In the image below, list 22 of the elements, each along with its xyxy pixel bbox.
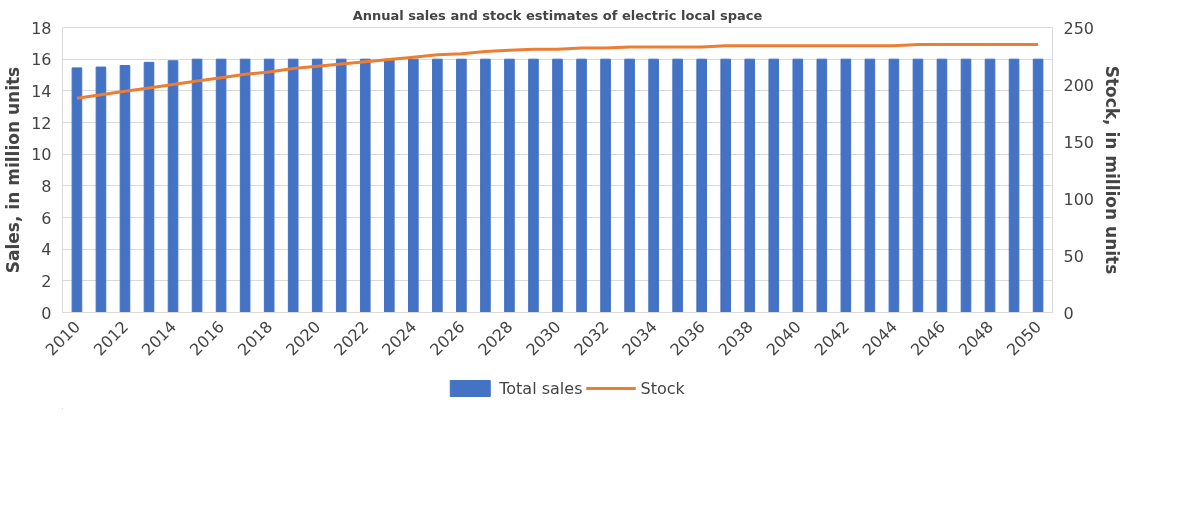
y-tick-label: 4 xyxy=(41,240,52,260)
y-tick-label: 18 xyxy=(31,18,52,38)
legend-label: Stock xyxy=(640,378,685,398)
y-tick-label: 14 xyxy=(31,81,52,101)
y-tick-label: 6 xyxy=(41,208,52,228)
y2-axis-title: Stock, in million units xyxy=(1102,65,1123,275)
y2-tick-label: 100 xyxy=(1063,189,1095,209)
y-tick-label: 10 xyxy=(31,145,52,165)
y-tick-label: 0 xyxy=(41,303,52,323)
y2-tick-label: 200 xyxy=(1063,75,1095,95)
y2-tick-label: 250 xyxy=(1063,18,1095,38)
y-axis-title: Sales, in million units xyxy=(3,66,24,274)
y-tick-label: 2 xyxy=(41,271,52,291)
y-tick-label: 16 xyxy=(31,50,52,70)
y-tick-label: 12 xyxy=(31,113,52,133)
y2-tick-label: 150 xyxy=(1063,132,1095,152)
legend-label: Total sales xyxy=(499,378,583,398)
line-series xyxy=(75,43,1040,100)
y-tick-label: 8 xyxy=(41,176,52,196)
y2-tick-label: 0 xyxy=(1063,303,1074,323)
y2-tick-label: 50 xyxy=(1063,246,1084,266)
chart-title: Annual sales and stock estimates of electric local space xyxy=(352,7,763,23)
